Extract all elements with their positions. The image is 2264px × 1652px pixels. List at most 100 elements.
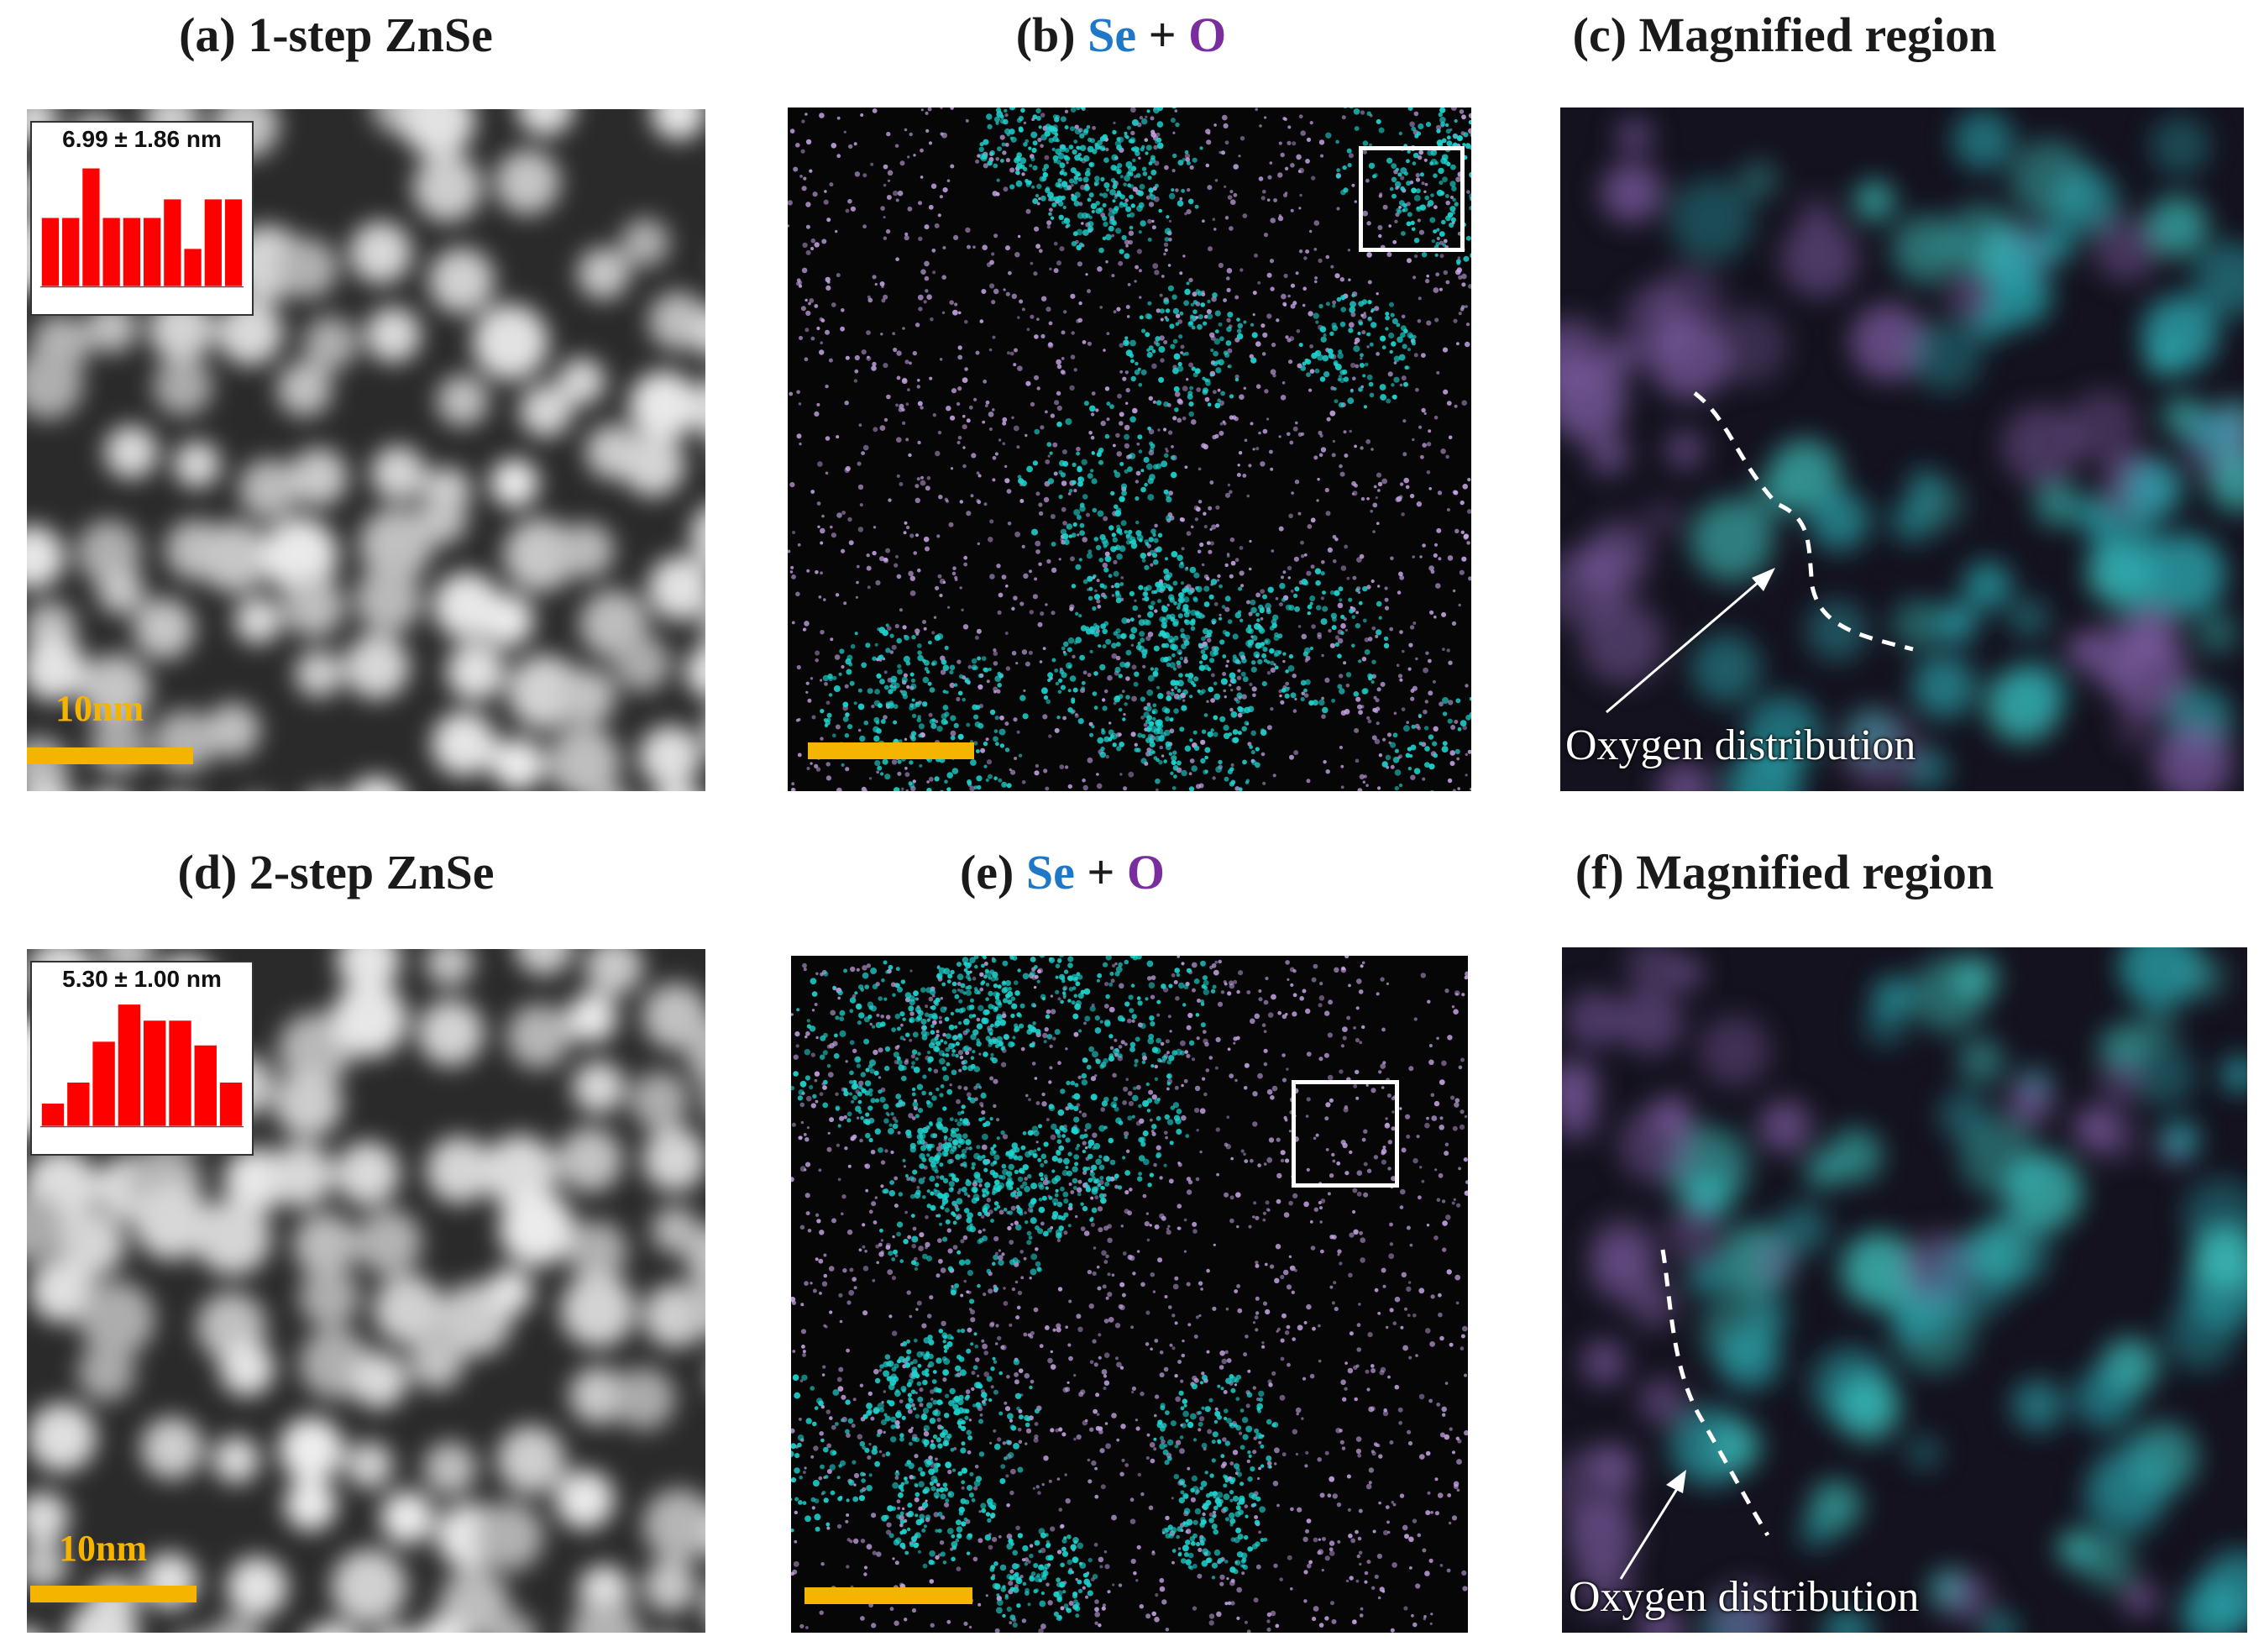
nanoparticle — [648, 291, 705, 351]
selenium-dot — [1391, 176, 1397, 182]
selenium-dot — [1392, 757, 1400, 763]
selenium-dot — [1403, 171, 1408, 176]
oxygen-dot — [962, 377, 968, 383]
nanoparticle — [331, 1549, 407, 1625]
selenium-dot — [1418, 742, 1423, 746]
oxygen-dot — [1013, 717, 1018, 722]
selenium-dot — [1093, 537, 1099, 542]
oxygen-dot — [1440, 448, 1446, 454]
selenium-dot — [1204, 747, 1211, 753]
oxygen-dot — [1379, 192, 1383, 197]
selenium-dot — [1093, 705, 1098, 711]
oxygen-dot — [1355, 758, 1360, 763]
selenium-dot — [1156, 121, 1164, 128]
selenium-dot — [902, 694, 909, 700]
oxygen-dot — [1415, 1583, 1421, 1589]
selenium-dot — [1407, 332, 1413, 338]
oxygen-dot — [1258, 1530, 1261, 1534]
oxygen-dot — [1152, 400, 1156, 404]
oxygen-dot — [1050, 413, 1056, 418]
oxygen-dot — [1115, 655, 1121, 661]
oxygen-dot — [1403, 477, 1409, 484]
oxygen-dot — [961, 608, 964, 611]
oxygen-dot — [1365, 784, 1369, 787]
oxygen-dot — [1413, 254, 1418, 259]
selenium-dot — [891, 685, 897, 692]
selenium-dot — [1135, 520, 1140, 525]
oxygen-dot — [1038, 249, 1043, 254]
selenium-dot — [1177, 695, 1182, 700]
selenium-dot — [876, 673, 882, 679]
oxygen-dot — [1323, 760, 1327, 764]
selenium-dot — [1244, 721, 1250, 726]
selenium-dot — [931, 718, 936, 722]
selenium-dot — [1444, 194, 1449, 198]
selenium-dot — [1130, 543, 1138, 549]
oxygen-dot — [1030, 401, 1035, 407]
selenium-dot — [1218, 759, 1223, 765]
oxygen-dot — [802, 627, 806, 632]
selenium-dot — [1232, 654, 1237, 659]
selenium-dot — [1381, 345, 1386, 350]
selenium-dot — [1328, 353, 1334, 359]
selenium-dot — [1413, 195, 1421, 202]
oxygen-dot — [1290, 1587, 1293, 1591]
oxygen-dot — [1034, 334, 1039, 339]
selenium-dot — [1213, 715, 1218, 721]
oxygen-dot — [992, 335, 996, 339]
oxygen-dot — [1247, 742, 1252, 747]
oxygen-dot — [1117, 393, 1122, 399]
oxygen-dot — [1188, 277, 1193, 283]
oxygen-dot — [1033, 271, 1038, 276]
selenium-dot — [1062, 205, 1066, 210]
oxygen-dot — [1113, 443, 1116, 448]
selenium-dot — [1052, 124, 1058, 130]
oxygen-dot — [918, 201, 922, 206]
oxygen-dot — [1439, 1335, 1444, 1341]
selenium-dot — [1257, 658, 1263, 665]
oxygen-dot — [1247, 1369, 1251, 1373]
oxygen-dot — [1266, 1088, 1273, 1095]
nanoparticle — [261, 517, 338, 595]
nanoparticle — [439, 1569, 510, 1633]
selenium-dot — [883, 684, 889, 690]
oxygen-dot — [1350, 1538, 1356, 1544]
oxygen-dot — [821, 239, 827, 244]
selenium-dot — [1213, 646, 1219, 652]
nanoparticle — [27, 636, 86, 701]
selenium-dot — [1051, 202, 1057, 207]
selenium-dot — [1468, 119, 1471, 125]
oxygen-dot — [1467, 749, 1471, 754]
oxygen-dot — [1007, 522, 1012, 526]
selenium-dot — [977, 784, 982, 790]
nanoparticle — [480, 593, 535, 648]
title-b-o: O — [1188, 8, 1227, 62]
selenium-dot — [1028, 146, 1032, 150]
oxygen-dot — [1125, 676, 1130, 681]
oxygen-dot — [1375, 634, 1379, 638]
oxygen-dot — [1435, 124, 1442, 131]
oxygen-dot — [1289, 440, 1294, 445]
selenium-dot — [924, 667, 929, 671]
oxygen-dot — [957, 435, 962, 440]
oxygen-dot — [1094, 589, 1098, 593]
oxygen-dot — [1278, 214, 1282, 218]
oxygen-dot — [1261, 1341, 1265, 1345]
selenium-dot — [1406, 181, 1412, 186]
oxygen-dot — [925, 485, 930, 491]
nanoparticle — [27, 1403, 97, 1472]
oxygen-dot — [1276, 1137, 1281, 1142]
oxygen-dot — [988, 1544, 993, 1550]
oxygen-dot — [1459, 109, 1465, 114]
oxygen-dot — [815, 972, 819, 976]
panel-b-selection-box — [1359, 146, 1465, 252]
oxygen-dot — [1305, 1114, 1309, 1118]
oxygen-dot — [978, 1052, 982, 1056]
selenium-dot — [861, 662, 867, 669]
oxygen-dot — [1375, 698, 1380, 703]
selenium-dot — [893, 704, 899, 710]
oxygen-dot — [1107, 1237, 1113, 1243]
selenium-dot — [1077, 176, 1082, 182]
oxygen-dot — [1029, 569, 1032, 574]
selenium-dot — [1077, 480, 1083, 487]
